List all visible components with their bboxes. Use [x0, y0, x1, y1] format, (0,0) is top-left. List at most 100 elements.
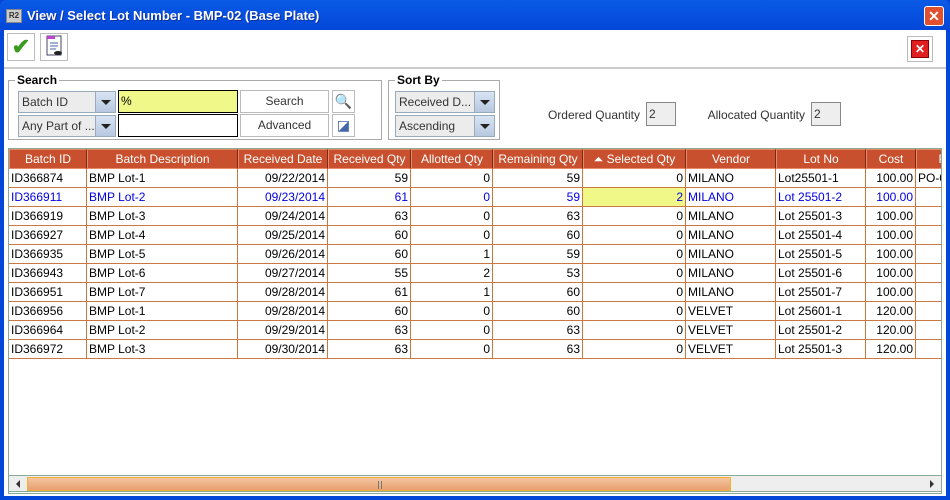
cell-selected-qty[interactable]: 2 — [583, 188, 686, 207]
search-field-select[interactable]: Batch ID — [18, 91, 116, 113]
cell-batch-description: BMP Lot-3 — [87, 340, 238, 359]
cell-cost: 100.00 — [866, 207, 916, 226]
advanced-button[interactable]: Advanced — [240, 114, 329, 137]
cell-batch-description: BMP Lot-2 — [87, 321, 238, 340]
close-red-icon: ✕ — [911, 40, 929, 58]
cell-remaining-qty: 59 — [493, 188, 583, 207]
column-header-remaining-qty[interactable]: Remaining Qty — [493, 149, 583, 169]
cell-selected-qty[interactable]: 0 — [583, 321, 686, 340]
search-field-value: Batch ID — [22, 95, 69, 109]
ordered-quantity-field: 2 — [646, 102, 676, 126]
column-header-label: Batch Description — [115, 152, 210, 166]
cell-cost: 100.00 — [866, 245, 916, 264]
cell-selected-qty[interactable]: 0 — [583, 264, 686, 283]
column-header-selected-qty[interactable]: ⏶ Selected Qty — [583, 149, 686, 169]
cell-batch-id: ID366927 — [9, 226, 87, 245]
advanced-search-button[interactable]: ◪ — [332, 114, 355, 137]
search-input[interactable]: % — [118, 90, 238, 113]
cancel-button[interactable]: ✕ — [907, 36, 933, 62]
cell-vendor: VELVET — [686, 340, 776, 359]
app-icon: R2 — [6, 9, 22, 23]
column-header-label: Cost — [878, 152, 904, 166]
cell-allotted-qty: 0 — [411, 207, 493, 226]
cell-vendor: VELVET — [686, 321, 776, 340]
cell-received-qty: 60 — [328, 302, 411, 321]
search-match-value: Any Part of ... — [22, 119, 95, 133]
cell-po — [916, 226, 941, 245]
cell-lot-no: Lot 25501-2 — [776, 321, 866, 340]
cell-selected-qty[interactable]: 0 — [583, 207, 686, 226]
cell-remaining-qty: 63 — [493, 340, 583, 359]
cell-selected-qty[interactable]: 0 — [583, 226, 686, 245]
title-bar: R2 View / Select Lot Number - BMP-02 (Ba… — [0, 0, 950, 30]
chevron-down-icon — [474, 116, 494, 136]
cell-received-qty: 61 — [328, 188, 411, 207]
cell-received-date: 09/23/2014 — [238, 188, 328, 207]
search-button[interactable]: Search — [240, 90, 329, 113]
search-input-2[interactable] — [118, 114, 238, 137]
column-header-cost[interactable]: Cost — [866, 149, 916, 169]
column-header-label: Remaining Qty — [498, 152, 578, 166]
column-header-label: Batch ID — [24, 152, 72, 166]
cell-selected-qty[interactable]: 0 — [583, 283, 686, 302]
column-header-received-date[interactable]: Received Date — [238, 149, 328, 169]
window-title: View / Select Lot Number - BMP-02 (Base … — [27, 8, 320, 23]
column-header-label: Received Date — [243, 152, 323, 166]
column-header-received-qty[interactable]: Received Qty — [328, 149, 411, 169]
cell-allotted-qty: 0 — [411, 226, 493, 245]
cell-batch-description: BMP Lot-4 — [87, 226, 238, 245]
allocated-quantity-label: Allocated Quantity — [707, 108, 805, 122]
column-header-lot-no[interactable]: Lot No — [776, 149, 866, 169]
sort-field-select[interactable]: Received D... — [395, 91, 495, 113]
ok-button[interactable]: ✔ — [7, 33, 35, 61]
cell-vendor: MILANO — [686, 226, 776, 245]
cell-batch-id: ID366935 — [9, 245, 87, 264]
dialog-body: ✔ ✕ Search Batch ID Any Part of ... % Se… — [4, 30, 946, 496]
sort-order-value: Ascending — [399, 119, 456, 133]
cell-selected-qty[interactable]: 0 — [583, 302, 686, 321]
cell-batch-id: ID366911 — [9, 188, 87, 207]
cell-cost: 100.00 — [866, 188, 916, 207]
cell-received-date: 09/29/2014 — [238, 321, 328, 340]
cell-remaining-qty: 53 — [493, 264, 583, 283]
cell-po — [916, 340, 941, 359]
column-header-label: P — [938, 152, 941, 166]
cell-lot-no: Lot 25501-6 — [776, 264, 866, 283]
report-button[interactable] — [40, 33, 68, 61]
column-header-batch-id[interactable]: Batch ID — [9, 149, 87, 169]
cell-po — [916, 188, 941, 207]
horizontal-scrollbar[interactable] — [8, 475, 942, 492]
sort-order-select[interactable]: Ascending — [395, 115, 495, 137]
column-header-allotted-qty[interactable]: Allotted Qty — [411, 149, 493, 169]
window-close-button[interactable]: ✕ — [924, 6, 944, 26]
chevron-down-icon — [95, 92, 115, 112]
scroll-left-icon[interactable] — [12, 480, 20, 488]
scrollbar-thumb[interactable] — [27, 477, 731, 491]
cell-received-date: 09/25/2014 — [238, 226, 328, 245]
chevron-down-icon — [474, 92, 494, 112]
cell-received-qty: 63 — [328, 207, 411, 226]
cell-lot-no: Lot 25501-3 — [776, 207, 866, 226]
cell-selected-qty[interactable]: 0 — [583, 340, 686, 359]
cell-received-date: 09/22/2014 — [238, 169, 328, 188]
column-header-po[interactable]: P — [916, 149, 941, 169]
cell-allotted-qty: 1 — [411, 283, 493, 302]
scroll-right-icon[interactable] — [930, 480, 938, 488]
cell-received-date: 09/28/2014 — [238, 302, 328, 321]
column-header-label: Received Qty — [333, 152, 406, 166]
cell-batch-id: ID366919 — [9, 207, 87, 226]
cell-cost: 100.00 — [866, 226, 916, 245]
sort-group: Sort By — [388, 73, 500, 140]
column-header-batch-description[interactable]: Batch Description — [87, 149, 238, 169]
cell-vendor: MILANO — [686, 188, 776, 207]
column-header-vendor[interactable]: Vendor — [686, 149, 776, 169]
column-header-label: Vendor — [711, 152, 751, 166]
cell-po — [916, 302, 941, 321]
cell-remaining-qty: 59 — [493, 245, 583, 264]
search-match-select[interactable]: Any Part of ... — [18, 115, 116, 137]
cell-selected-qty[interactable]: 0 — [583, 169, 686, 188]
cell-selected-qty[interactable]: 0 — [583, 245, 686, 264]
find-button[interactable]: 🔍 — [332, 90, 355, 113]
cell-po: PO-0 — [916, 169, 941, 188]
